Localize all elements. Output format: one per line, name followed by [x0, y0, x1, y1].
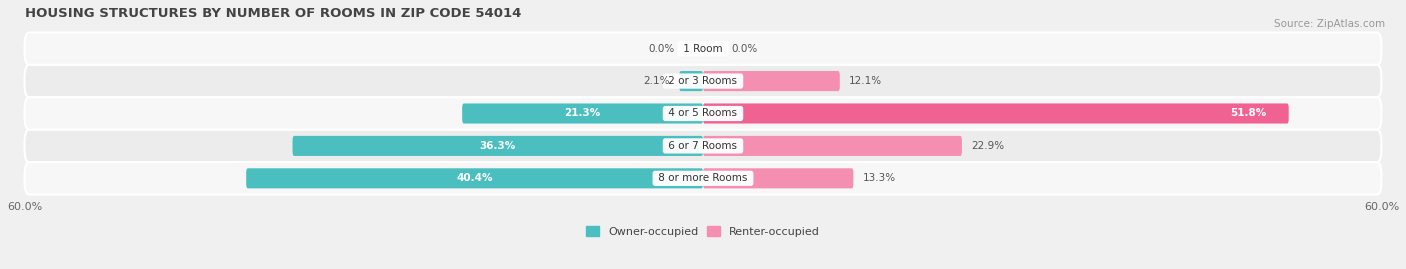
Text: 6 or 7 Rooms: 6 or 7 Rooms — [665, 141, 741, 151]
Text: 1 Room: 1 Room — [681, 44, 725, 54]
Text: 2 or 3 Rooms: 2 or 3 Rooms — [665, 76, 741, 86]
FancyBboxPatch shape — [703, 104, 1289, 123]
Text: Source: ZipAtlas.com: Source: ZipAtlas.com — [1274, 19, 1385, 29]
FancyBboxPatch shape — [679, 71, 703, 91]
Text: 13.3%: 13.3% — [862, 173, 896, 183]
Text: 0.0%: 0.0% — [648, 44, 675, 54]
Text: 8 or more Rooms: 8 or more Rooms — [655, 173, 751, 183]
FancyBboxPatch shape — [24, 33, 1382, 65]
FancyBboxPatch shape — [24, 130, 1382, 162]
Text: HOUSING STRUCTURES BY NUMBER OF ROOMS IN ZIP CODE 54014: HOUSING STRUCTURES BY NUMBER OF ROOMS IN… — [24, 7, 522, 20]
FancyBboxPatch shape — [246, 168, 703, 188]
FancyBboxPatch shape — [292, 136, 703, 156]
Legend: Owner-occupied, Renter-occupied: Owner-occupied, Renter-occupied — [586, 226, 820, 237]
Text: 12.1%: 12.1% — [849, 76, 882, 86]
Text: 36.3%: 36.3% — [479, 141, 516, 151]
Text: 0.0%: 0.0% — [731, 44, 758, 54]
FancyBboxPatch shape — [703, 136, 962, 156]
FancyBboxPatch shape — [24, 162, 1382, 194]
FancyBboxPatch shape — [463, 104, 703, 123]
FancyBboxPatch shape — [24, 65, 1382, 97]
Text: 40.4%: 40.4% — [457, 173, 494, 183]
Text: 51.8%: 51.8% — [1230, 108, 1265, 119]
Text: 21.3%: 21.3% — [564, 108, 600, 119]
Text: 22.9%: 22.9% — [972, 141, 1004, 151]
Text: 4 or 5 Rooms: 4 or 5 Rooms — [665, 108, 741, 119]
Text: 2.1%: 2.1% — [644, 76, 671, 86]
FancyBboxPatch shape — [703, 168, 853, 188]
FancyBboxPatch shape — [24, 97, 1382, 130]
FancyBboxPatch shape — [703, 71, 839, 91]
